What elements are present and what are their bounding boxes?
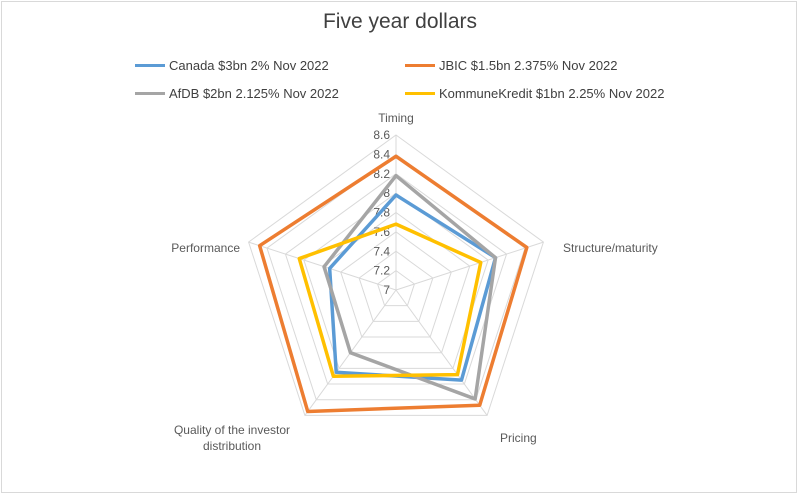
legend-item-canada: Canada $3bn 2% Nov 2022 [135, 58, 329, 73]
grid-ring-3 [340, 231, 452, 338]
legend-item-jbic: JBIC $1.5bn 2.375% Nov 2022 [405, 58, 618, 73]
grid-ring-1 [376, 270, 416, 307]
tick-label-1: 7.2 [373, 264, 390, 278]
axis-spoke-4 [248, 241, 397, 291]
axis-spoke-1 [395, 241, 544, 291]
legend-swatch-kommunekredit [405, 92, 435, 95]
legend-swatch-jbic [405, 64, 435, 67]
grid-ring-8 [247, 134, 545, 416]
legend-label-kommunekredit: KommuneKredit $1bn 2.25% Nov 2022 [439, 86, 665, 101]
category-label-1: Structure/maturity [563, 241, 658, 255]
legend-label-afdb: AfDB $2bn 2.125% Nov 2022 [169, 86, 339, 101]
legend-swatch-canada [135, 64, 165, 67]
legend-label-jbic: JBIC $1.5bn 2.375% Nov 2022 [439, 58, 618, 73]
axis-spoke-2 [395, 289, 488, 416]
grid-ring-4 [321, 211, 471, 354]
grid-ring-2 [358, 250, 434, 322]
grid-ring-6 [284, 173, 508, 385]
category-label-4: Performance [171, 241, 240, 255]
tick-label-2: 7.4 [373, 244, 390, 258]
series-line-kommunekredit [297, 222, 483, 378]
category-label-3: Quality of the investor distribution [174, 423, 290, 453]
category-label-2: Pricing [500, 431, 537, 445]
legend-label-canada: Canada $3bn 2% Nov 2022 [169, 58, 329, 73]
tick-label-5: 8 [383, 186, 390, 200]
legend-swatch-afdb [135, 92, 165, 95]
chart-title: Five year dollars [322, 10, 478, 33]
category-label-0: Timing [378, 111, 414, 125]
tick-label-8: 8.6 [373, 128, 390, 142]
series-line-jbic [257, 154, 529, 414]
tick-label-0: 7 [383, 283, 390, 297]
tick-label-7: 8.4 [373, 147, 390, 161]
legend-item-afdb: AfDB $2bn 2.125% Nov 2022 [135, 86, 339, 101]
legend-item-kommunekredit: KommuneKredit $1bn 2.25% Nov 2022 [405, 86, 664, 101]
